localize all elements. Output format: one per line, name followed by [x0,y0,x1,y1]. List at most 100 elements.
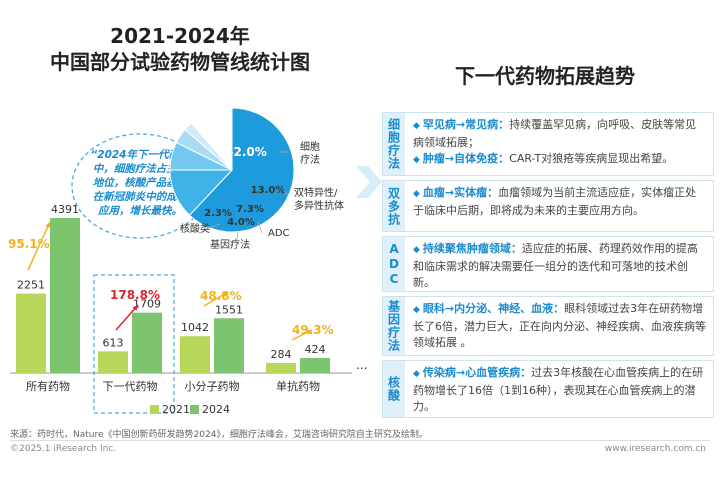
panel-text: CAR-T对狼疮等疾病显现出希望。 [509,152,674,165]
growth-arrow-0-head [45,222,51,228]
pie-layer: “2024年下一代药物中，细胞疗法占主导地位，核酸产品基于在新冠肺炎中的成功应用… [71,107,344,251]
panel-line: ◆ 罕见病→常见病：持续覆盖罕见病，向呼吸、皮肤等常见病领域拓展； [413,117,707,151]
bar-value-label: 284 [271,348,292,361]
panel-highlight: 传染病→心血管疾病： [422,366,532,379]
panel-text: 适应症的拓展、药理药效作用的提高和临床需求的解决需要任一组分的迭代和可落地的技术… [413,242,698,289]
panel-body: ◆ 眼科→内分泌、神经、血液：眼科领域过去3年在研药物增长了6倍，潜力巨大，正在向… [413,301,707,352]
pie-category-label: 细胞 [300,140,320,153]
bar-value-label: 1709 [133,298,161,311]
pie-category-label: 核酸类 [180,222,210,235]
bar-value-label: 1551 [215,303,243,316]
diamond-bullet-icon: ◆ [413,305,420,315]
callout-text: 中，细胞疗法占主导 [93,162,189,175]
growth-arrow-3-head [306,330,312,335]
panel-line: ◆ 持续聚焦肿瘤领域：适应症的拓展、药理药效作用的提高和临床需求的解决需要任一组分… [413,241,707,292]
bar-value-label: 613 [103,336,124,349]
trend-panel: 细胞疗法 ◆ 罕见病→常见病：持续覆盖罕见病，向呼吸、皮肤等常见病领域拓展； ◆ 肿瘤→… [382,112,714,176]
bar-2024-2 [214,318,244,373]
diamond-bullet-icon: ◆ [413,121,420,131]
legend-label-2021: 2021 [162,403,190,416]
pie-category-label: 疗法 [300,153,320,166]
diamond-bullet-icon: ◆ [413,155,420,165]
growth-arrow-0 [27,221,51,271]
bar-2021-2 [180,336,210,373]
panel-line: ◆ 传染病→心血管疾病：过去3年核酸在心血管疾病上的在研药物增长了16倍（1到16… [413,365,707,416]
diamond-bullet-icon: ◆ [413,245,420,255]
panel-line: ◆ 肿瘤→自体免疫：CAR-T对狼疮等疾病显现出希望。 [413,151,707,169]
panel-highlight: 肿瘤→自体免疫： [422,152,510,165]
leader-line [205,223,221,230]
trend-panel: 基因疗法 ◆ 眼科→内分泌、神经、血液：眼科领域过去3年在研药物增长了6倍，潜力巨大… [382,296,714,356]
growth-label: 178.8% [110,288,160,302]
callout-text: 应用，增长最快。 [97,204,182,217]
trend-panel: 核酸 ◆ 传染病→心血管疾病：过去3年核酸在心血管疾病上的在研药物增长了16倍（1到… [382,360,714,418]
bar-value-label: 2251 [17,279,45,292]
leader-line [257,221,263,234]
panel-body: ◆ 传染病→心血管疾病：过去3年核酸在心血管疾病上的在研药物增长了16倍（1到16… [413,365,707,416]
bar-2021-0 [16,293,46,373]
bar-2024-0 [50,218,80,373]
growth-label: 49.3% [292,323,334,337]
panel-highlight: 眼科→内分泌、神经、血液： [422,302,565,315]
pie-value-label: 2.3% [204,208,232,219]
callout-text: 在新冠肺炎中的成功 [93,190,189,203]
callout-text: “2024年下一代药物 [91,148,192,161]
category-label: 小分子药物 [185,379,240,393]
trend-panel: 双多抗 ◆ 血瘤→实体瘤：血瘤领域为当前主流适应症，实体瘤正处于临床中后期，即将成为… [382,180,714,232]
right-title: 下一代药物拓展趋势 [455,64,635,88]
leader-line [235,231,239,246]
growth-arrow-2-head [222,292,228,297]
legend-swatch-2021 [150,405,159,414]
callout-text: 地位，核酸产品基于 [93,176,189,189]
panel-line: ◆ 眼科→内分泌、神经、血液：眼科领域过去3年在研药物增长了6倍，潜力巨大，正在向… [413,301,707,352]
panel-highlight: 持续聚焦肿瘤领域： [422,242,522,255]
pie-category-label: ADC [268,228,290,239]
highlight-box [93,274,175,414]
bar-2021-1 [98,351,128,373]
category-label: 单抗药物 [276,379,320,393]
bar-2024-1 [132,312,162,373]
growth-arrow-1 [115,304,139,331]
footer-source: 来源：药时代，Nature《中国创新药研发趋势2024》，细胞疗法峰会，艾瑞咨询… [10,430,428,440]
footer-url: www.iresearch.com.cn [604,444,706,454]
bar-2024-3 [300,358,330,373]
panel-highlight: 罕见病→常见病： [422,118,510,131]
diamond-bullet-icon: ◆ [413,189,420,199]
panel-label: 细胞疗法 [383,113,405,175]
panel-label: 核酸 [383,361,405,417]
pie-value-label: 7.3% [236,204,264,215]
pie-value-label: 62.0% [225,145,267,159]
panel-highlight: 血瘤→实体瘤： [422,186,499,199]
bar-value-label: 1042 [181,321,209,334]
footer-divider [10,440,710,441]
bar-value-label: 4391 [51,203,79,216]
pie-category-label: 双特异性/ [294,186,338,199]
growth-label: 95.1% [8,237,50,251]
pie-slice-0 [188,107,295,233]
diamond-bullet-icon: ◆ [413,369,420,379]
pie-value-label: 4.0% [227,217,255,228]
panel-label: 双多抗 [383,181,405,231]
panel-label: ADC [383,237,405,291]
pie-category-label: 多异性抗体 [294,199,344,212]
panel-body: ◆ 血瘤→实体瘤：血瘤领域为当前主流适应症，实体瘤正处于临床中后期，即将成为未来的… [413,185,707,219]
bar-value-label: 424 [305,343,326,356]
legend-swatch-2024 [190,405,199,414]
panel-text: 持续覆盖罕见病，向呼吸、皮肤等常见病领域拓展； [413,118,697,149]
pie-category-label: 基因疗法 [210,238,250,251]
leader-line [283,189,289,197]
panel-label: 基因疗法 [383,297,405,355]
panel-text: 过去3年核酸在心血管疾病上的在研药物增长了16倍（1到16种），表现其在心血管疾… [413,366,704,413]
panel-text: 眼科领域过去3年在研药物增长了6倍，潜力巨大，正在向内分泌、神经疾病、血液疾病等… [413,302,706,349]
ellipsis-label: ... [356,358,367,372]
growth-arrow-1-head [132,305,138,311]
category-label: 所有药物 [26,379,70,393]
bar-layer: 2251 4391 所有药物 95.1% 613 1709 下一代药物 178.8% 1042 1… [8,203,367,416]
footer-copyright: ©2025.1 iResearch Inc. [10,444,117,454]
legend-label-2024: 2024 [202,403,230,416]
pie-value-label: 13.0% [251,185,286,196]
panel-line: ◆ 血瘤→实体瘤：血瘤领域为当前主流适应症，实体瘤正处于临床中后期，即将成为未来的… [413,185,707,219]
trend-panel: ADC ◆ 持续聚焦肿瘤领域：适应症的拓展、药理药效作用的提高和临床需求的解决需要任… [382,236,714,292]
panel-text: 血瘤领域为当前主流适应症，实体瘤正处于临床中后期，即将成为未来的主要应用方向。 [413,186,697,217]
panel-body: ◆ 持续聚焦肿瘤领域：适应症的拓展、药理药效作用的提高和临床需求的解决需要任一组分… [413,241,707,292]
